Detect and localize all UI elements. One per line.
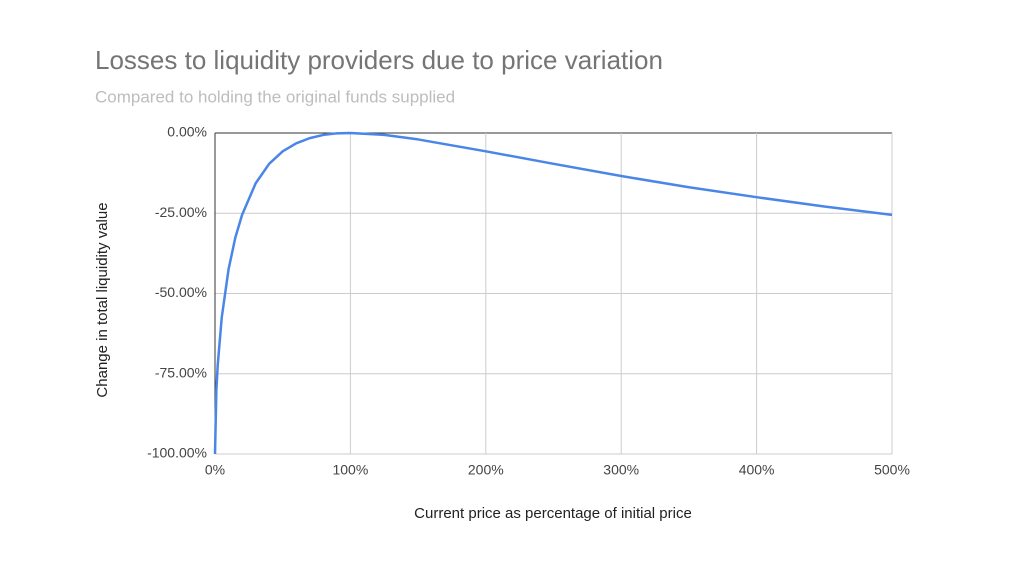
- y-tick-label: -25.00%: [155, 204, 207, 220]
- x-axis-label: Current price as percentage of initial p…: [414, 505, 692, 522]
- x-tick-label: 500%: [874, 462, 910, 478]
- y-tick-label: -75.00%: [155, 364, 207, 380]
- chart-subtitle: Compared to holding the original funds s…: [95, 87, 455, 106]
- x-tick-label: 0%: [205, 462, 225, 478]
- data-line: [213, 131, 893, 455]
- x-tick-label: 100%: [332, 462, 368, 478]
- x-tick-label: 300%: [603, 462, 639, 478]
- y-axis-label: Change in total liquidity value: [94, 202, 111, 397]
- y-tick-label: -100.00%: [147, 445, 207, 461]
- x-tick-label: 400%: [739, 462, 775, 478]
- y-tick-label: -50.00%: [155, 284, 207, 300]
- chart-title: Losses to liquidity providers due to pri…: [95, 45, 663, 75]
- y-tick-label: 0.00%: [167, 124, 207, 140]
- x-tick-label: 200%: [468, 462, 504, 478]
